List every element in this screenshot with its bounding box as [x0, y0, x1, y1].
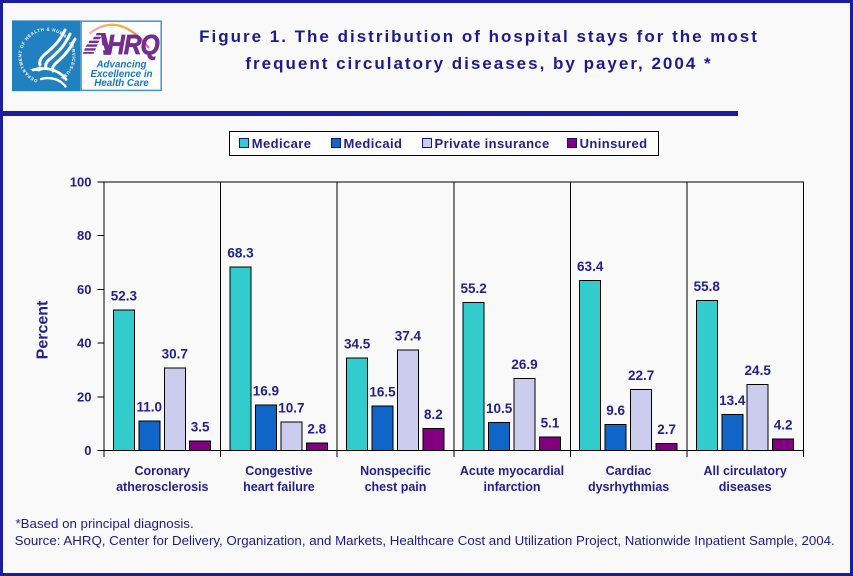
svg-text:Health Care: Health Care [94, 78, 149, 89]
svg-text:2.7: 2.7 [657, 422, 676, 437]
svg-text:8.2: 8.2 [424, 407, 443, 422]
svg-text:Acute myocardial: Acute myocardial [460, 464, 564, 478]
svg-text:4.2: 4.2 [774, 418, 793, 433]
svg-text:Advancing: Advancing [95, 60, 146, 71]
svg-text:68.3: 68.3 [227, 246, 254, 261]
svg-text:Excellence in: Excellence in [90, 69, 152, 80]
svg-text:0: 0 [84, 443, 91, 458]
svg-text:heart failure: heart failure [243, 480, 315, 494]
svg-text:5.1: 5.1 [541, 415, 560, 430]
svg-text:atherosclerosis: atherosclerosis [116, 480, 208, 494]
svg-text:40: 40 [77, 336, 91, 351]
svg-text:37.4: 37.4 [395, 329, 422, 344]
svg-text:Congestive: Congestive [245, 464, 312, 478]
svg-text:Percent: Percent [35, 300, 52, 359]
svg-text:24.5: 24.5 [745, 363, 772, 378]
svg-text:16.9: 16.9 [253, 384, 279, 399]
svg-text:10.7: 10.7 [278, 400, 304, 415]
svg-text:34.5: 34.5 [344, 336, 371, 351]
svg-text:3.5: 3.5 [191, 420, 210, 435]
svg-text:dysrhythmias: dysrhythmias [588, 480, 669, 494]
svg-text:26.9: 26.9 [511, 357, 537, 372]
svg-text:9.6: 9.6 [606, 403, 625, 418]
svg-text:16.5: 16.5 [369, 385, 396, 400]
svg-text:60: 60 [77, 282, 91, 297]
svg-text:11.0: 11.0 [137, 400, 163, 415]
svg-text:infarction: infarction [484, 480, 541, 494]
svg-text:55.8: 55.8 [694, 279, 721, 294]
svg-text:HRQ: HRQ [107, 29, 160, 61]
svg-text:55.2: 55.2 [460, 281, 486, 296]
svg-text:63.4: 63.4 [577, 259, 604, 274]
svg-text:chest pain: chest pain [365, 480, 427, 494]
svg-text:22.7: 22.7 [628, 368, 654, 383]
svg-text:Nonspecific: Nonspecific [360, 464, 431, 478]
svg-text:20: 20 [77, 389, 91, 404]
svg-text:2.8: 2.8 [307, 422, 326, 437]
svg-text:All circulatory: All circulatory [704, 464, 787, 478]
svg-text:100: 100 [70, 175, 92, 190]
svg-text:52.3: 52.3 [111, 289, 138, 304]
svg-text:diseases: diseases [719, 480, 772, 494]
svg-text:30.7: 30.7 [162, 347, 188, 362]
svg-text:80: 80 [77, 228, 91, 243]
svg-text:Cardiac: Cardiac [606, 464, 652, 478]
svg-text:Coronary: Coronary [135, 464, 191, 478]
svg-text:10.5: 10.5 [486, 401, 513, 416]
svg-text:13.4: 13.4 [719, 393, 746, 408]
